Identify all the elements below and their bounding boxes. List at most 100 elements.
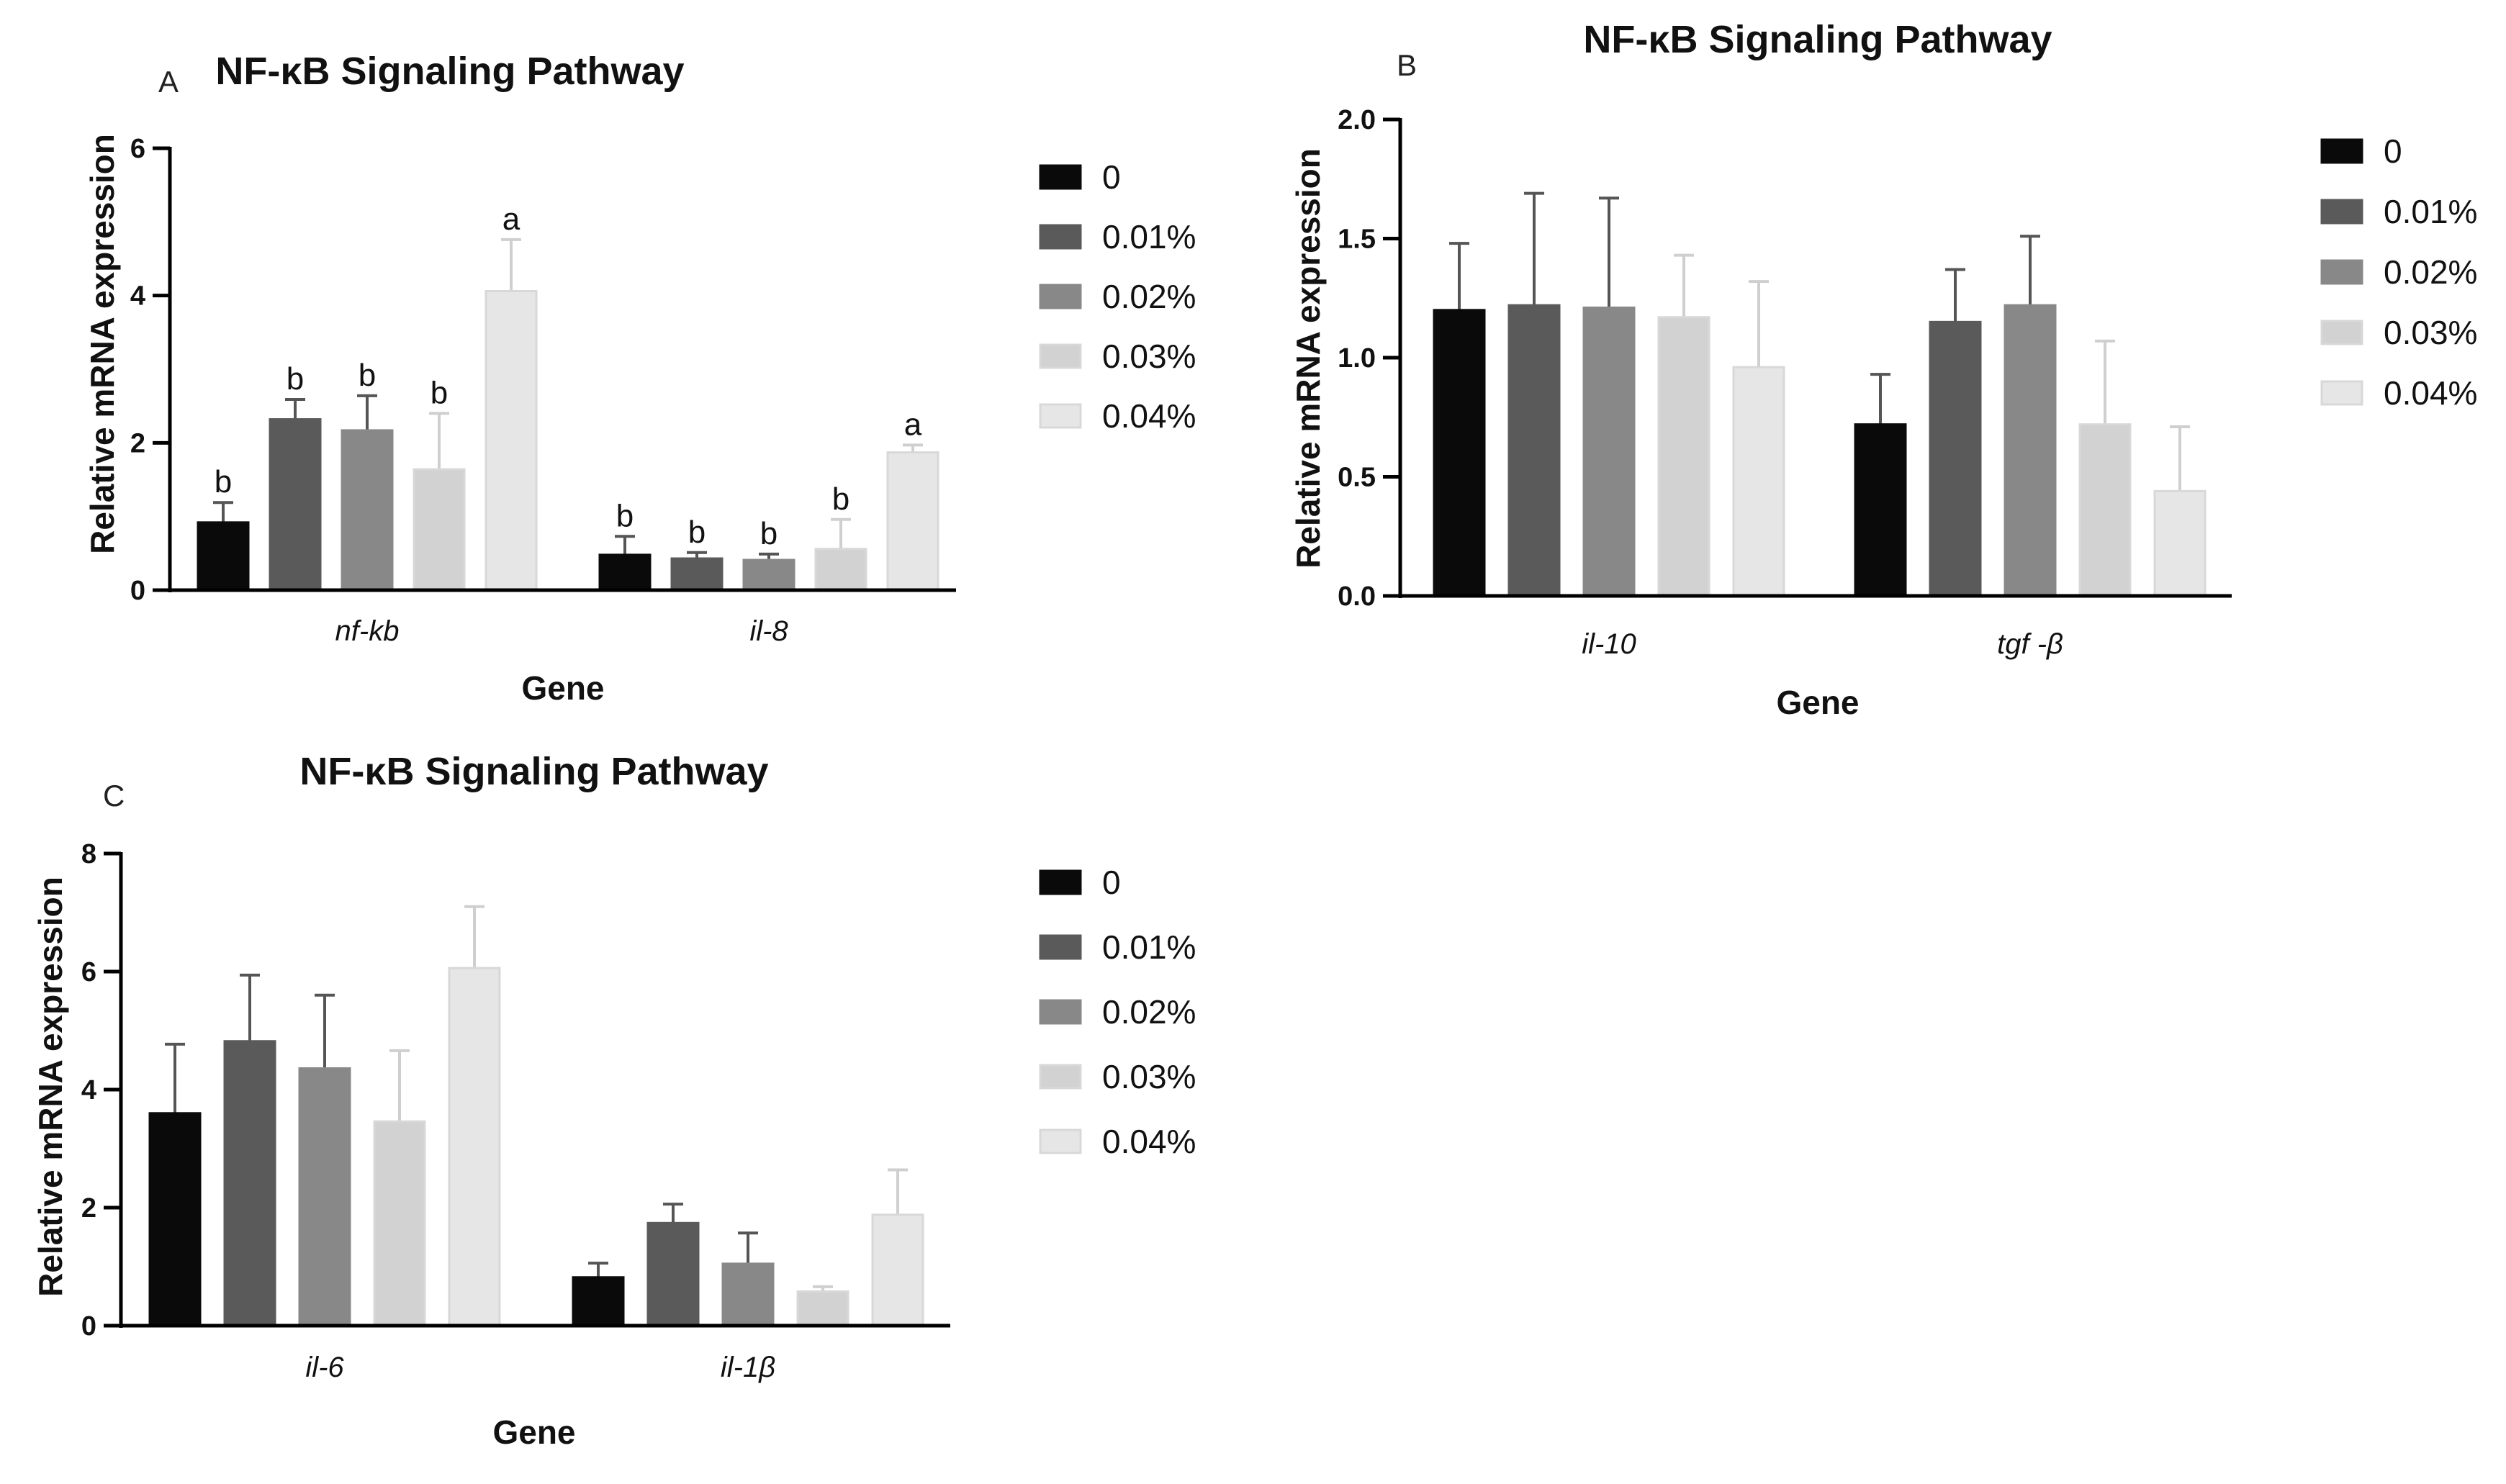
panel-c-plot: 0 2 4 6 8 il-6 il-1β bbox=[81, 839, 950, 1383]
panel-a-category-label: nf-kb bbox=[335, 615, 400, 647]
panel-c-label: C bbox=[103, 779, 125, 813]
panel-c: C NF-κB Signaling Pathway Relative mRNA … bbox=[32, 750, 1196, 1451]
panel-a-legend-swatch bbox=[1040, 166, 1081, 189]
panel-b-legend-swatch bbox=[2322, 261, 2362, 284]
panel-c-legend: 0 0.01% 0.02% 0.03% 0.04% bbox=[1040, 864, 1196, 1160]
panel-a: A NF-κB Signaling Pathway Relative mRNA … bbox=[84, 50, 1196, 707]
panel-c-legend-label: 0.02% bbox=[1102, 993, 1196, 1031]
panel-c-bar bbox=[374, 1121, 425, 1326]
panel-b-title: NF-κB Signaling Pathway bbox=[1583, 18, 2052, 61]
panel-c-legend-swatch bbox=[1040, 936, 1081, 959]
panel-a-bar bbox=[600, 555, 650, 590]
panel-c-y-tick-label: 0 bbox=[81, 1311, 96, 1342]
panel-a-y-tick-label: 2 bbox=[130, 428, 145, 458]
panel-a-significance-label: b bbox=[760, 516, 778, 551]
panel-a-y-tick-label: 4 bbox=[130, 281, 145, 312]
panel-a-legend-label: 0.04% bbox=[1102, 397, 1196, 435]
panel-b-bar bbox=[2080, 425, 2130, 596]
panel-b-bar bbox=[1584, 307, 1634, 596]
panel-a-legend-label: 0 bbox=[1102, 158, 1121, 196]
panel-c-bar bbox=[723, 1264, 773, 1326]
panel-c-bar bbox=[798, 1291, 848, 1326]
panel-a-bar bbox=[414, 469, 464, 590]
panel-a-significance-label: b bbox=[832, 481, 849, 517]
panel-b-bar bbox=[1734, 367, 1784, 596]
panel-a-y-axis-title: Relative mRNA expression bbox=[84, 134, 121, 554]
panel-a-significance-label: a bbox=[502, 202, 520, 237]
panel-b-y-tick-label: 1.5 bbox=[1338, 225, 1376, 255]
panel-a-significance-label: b bbox=[616, 498, 634, 533]
panel-b-bar bbox=[1855, 425, 1906, 596]
panel-a-y-tick-label: 0 bbox=[130, 576, 145, 606]
panel-a-legend: 0 0.01% 0.02% 0.03% 0.04% bbox=[1040, 158, 1196, 435]
panel-b-legend-label: 0.02% bbox=[2384, 253, 2477, 291]
panel-b-bar bbox=[1434, 310, 1484, 596]
panel-c-bar bbox=[573, 1277, 623, 1326]
panel-c-y-axis-title: Relative mRNA expression bbox=[32, 877, 69, 1297]
panel-a-significance-label: b bbox=[431, 375, 448, 410]
panel-b-category-label: il-10 bbox=[1582, 628, 1636, 660]
panel-a-legend-label: 0.01% bbox=[1102, 218, 1196, 255]
panel-b-bar bbox=[1509, 305, 1559, 596]
panel-c-y-tick-label: 4 bbox=[81, 1075, 96, 1105]
panel-a-significance-label: b bbox=[287, 361, 304, 397]
panel-c-legend-swatch bbox=[1040, 871, 1081, 894]
panel-c-bar bbox=[873, 1215, 923, 1326]
panel-a-legend-swatch bbox=[1040, 285, 1081, 308]
panel-a-y-tick-label: 6 bbox=[130, 134, 145, 164]
panel-c-bar bbox=[150, 1113, 200, 1326]
panel-b-plot: 0.0 0.5 1.0 1.5 2.0 il-10 tgf -β bbox=[1338, 105, 2232, 660]
panel-c-legend-swatch bbox=[1040, 1000, 1081, 1023]
panel-a-legend-swatch bbox=[1040, 404, 1081, 427]
panel-a-category-label: il-8 bbox=[749, 615, 788, 647]
panel-b-legend-swatch bbox=[2322, 321, 2362, 344]
panel-a-legend-label: 0.02% bbox=[1102, 278, 1196, 315]
panel-b-x-axis-title: Gene bbox=[1776, 684, 1859, 721]
panel-a-bar bbox=[342, 430, 392, 590]
panel-c-category-label: il-6 bbox=[305, 1352, 344, 1383]
panel-a-significance-label: b bbox=[359, 358, 376, 393]
panel-a-significance-label: b bbox=[215, 464, 232, 499]
panel-a-significance-label: a bbox=[904, 407, 922, 442]
panel-a-bar bbox=[198, 522, 248, 590]
panel-a-label: A bbox=[158, 65, 179, 99]
panel-b-bar bbox=[1930, 322, 1980, 596]
panel-a-bar bbox=[672, 558, 722, 590]
panel-a-x-axis-title: Gene bbox=[521, 669, 604, 707]
panel-b-y-axis-title: Relative mRNA expression bbox=[1289, 148, 1327, 569]
panel-a-plot: b b b b b b b b a a 0 2 4 6 nf-kb il-8 bbox=[130, 134, 956, 647]
panel-a-bar bbox=[888, 453, 938, 590]
panel-c-title: NF-κB Signaling Pathway bbox=[299, 750, 768, 793]
panel-b-y-tick-label: 2.0 bbox=[1338, 105, 1376, 135]
panel-c-legend-swatch bbox=[1040, 1130, 1081, 1153]
panel-c-bar bbox=[299, 1068, 350, 1326]
panel-b-legend-label: 0.03% bbox=[2384, 314, 2477, 351]
panel-b: B NF-κB Signaling Pathway Relative mRNA … bbox=[1289, 18, 2477, 721]
panel-a-legend-swatch bbox=[1040, 345, 1081, 368]
panel-c-y-tick-label: 2 bbox=[81, 1193, 96, 1223]
panel-c-legend-label: 0.04% bbox=[1102, 1123, 1196, 1160]
panel-a-legend-swatch bbox=[1040, 225, 1081, 248]
panel-b-y-tick-label: 1.0 bbox=[1338, 343, 1376, 374]
panel-b-legend-label: 0.01% bbox=[2384, 193, 2477, 230]
panel-b-legend-label: 0.04% bbox=[2384, 374, 2477, 412]
panel-b-y-tick-label: 0.0 bbox=[1338, 582, 1376, 612]
panel-b-legend-swatch bbox=[2322, 200, 2362, 223]
panel-c-legend-label: 0.01% bbox=[1102, 928, 1196, 966]
panel-b-bar bbox=[1659, 317, 1709, 596]
panel-a-bar bbox=[744, 560, 794, 590]
panel-b-label: B bbox=[1397, 48, 1417, 82]
panel-c-legend-label: 0 bbox=[1102, 864, 1121, 901]
panel-c-bar bbox=[449, 968, 500, 1326]
panel-b-bar bbox=[2155, 491, 2205, 596]
panel-b-y-tick-label: 0.5 bbox=[1338, 463, 1376, 493]
panel-a-bar bbox=[486, 291, 536, 590]
panel-a-title: NF-κB Signaling Pathway bbox=[215, 50, 684, 93]
panel-b-legend-label: 0 bbox=[2384, 132, 2402, 170]
panel-c-y-tick-label: 8 bbox=[81, 839, 96, 869]
panel-c-bar bbox=[225, 1041, 275, 1326]
panel-c-bar bbox=[648, 1223, 698, 1326]
panel-a-bar bbox=[270, 420, 320, 590]
panel-c-x-axis-title: Gene bbox=[492, 1413, 575, 1451]
panel-c-legend-label: 0.03% bbox=[1102, 1058, 1196, 1095]
